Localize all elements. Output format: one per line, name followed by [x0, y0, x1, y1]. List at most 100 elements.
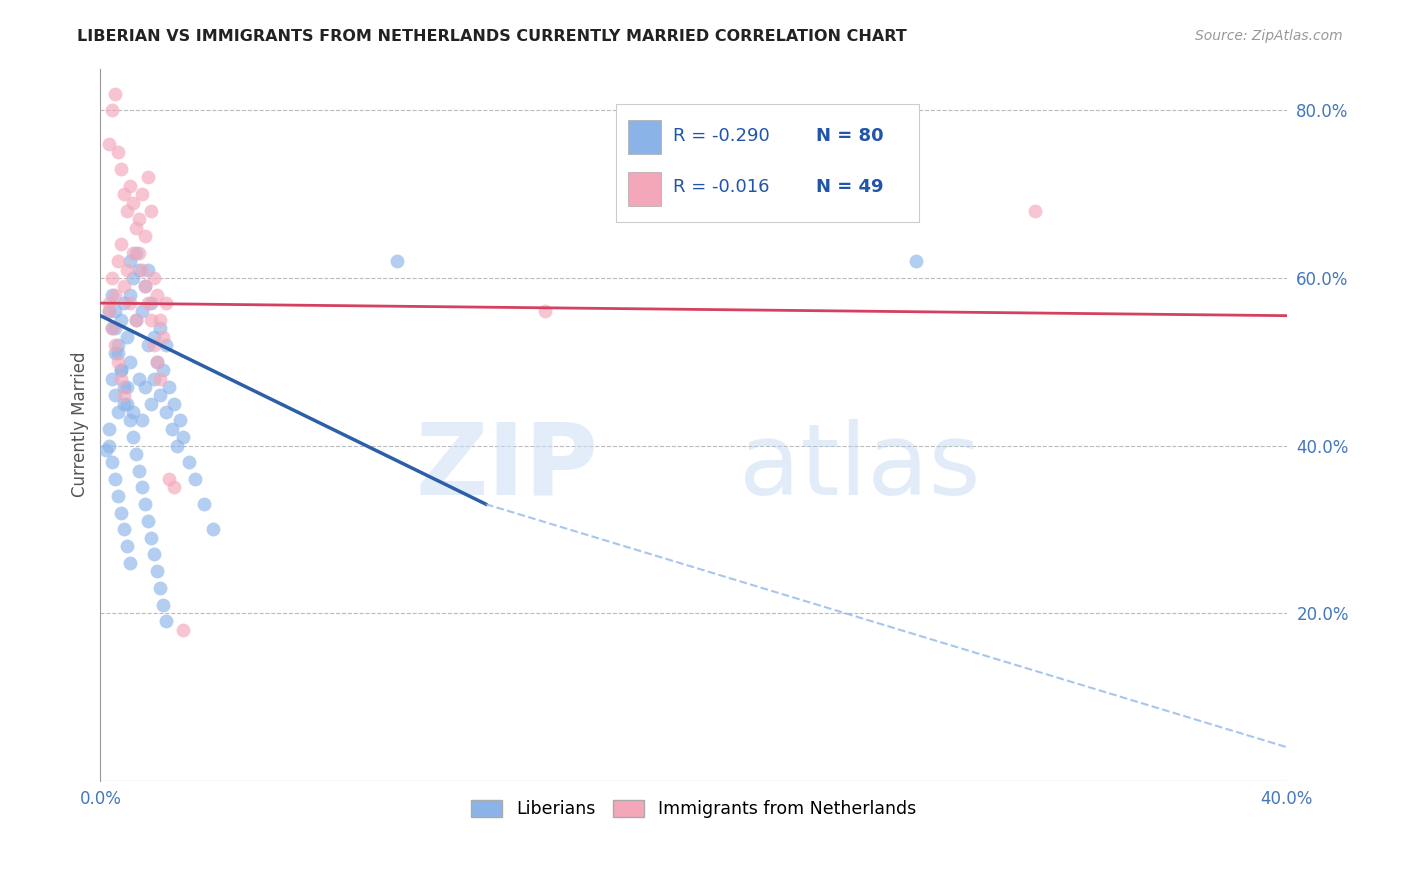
Point — [157, 472, 180, 486]
Point — [136, 514, 159, 528]
Point — [139, 296, 162, 310]
Point — [96, 442, 118, 457]
Point — [149, 581, 172, 595]
Point — [385, 254, 408, 268]
Point — [118, 413, 141, 427]
Point — [118, 556, 141, 570]
Point — [104, 321, 127, 335]
Point — [142, 548, 165, 562]
Point — [110, 363, 132, 377]
Point — [104, 287, 127, 301]
Point — [115, 329, 138, 343]
Point — [101, 455, 124, 469]
Point — [160, 422, 183, 436]
Point — [125, 313, 148, 327]
Point — [904, 254, 927, 268]
Point — [112, 279, 135, 293]
Point — [142, 371, 165, 385]
Point — [118, 178, 141, 193]
Legend: Liberians, Immigrants from Netherlands: Liberians, Immigrants from Netherlands — [464, 793, 924, 825]
Point — [107, 489, 129, 503]
Point — [134, 279, 156, 293]
Point — [152, 329, 174, 343]
Text: R = -0.290: R = -0.290 — [673, 128, 770, 145]
Point — [110, 162, 132, 177]
Point — [145, 355, 167, 369]
FancyBboxPatch shape — [616, 104, 920, 221]
Point — [145, 287, 167, 301]
Point — [125, 220, 148, 235]
Point — [112, 187, 135, 202]
Point — [112, 380, 135, 394]
Point — [169, 413, 191, 427]
Point — [115, 203, 138, 218]
Point — [142, 329, 165, 343]
Point — [136, 296, 159, 310]
Point — [179, 455, 201, 469]
Point — [115, 397, 138, 411]
Point — [110, 371, 132, 385]
Point — [122, 195, 145, 210]
Point — [107, 355, 129, 369]
Point — [104, 472, 127, 486]
Point — [122, 271, 145, 285]
Point — [104, 338, 127, 352]
Point — [128, 245, 150, 260]
Point — [145, 564, 167, 578]
Point — [131, 262, 153, 277]
Point — [101, 287, 124, 301]
Point — [136, 170, 159, 185]
Point — [128, 212, 150, 227]
Point — [136, 338, 159, 352]
Point — [145, 355, 167, 369]
Point — [134, 229, 156, 244]
Text: atlas: atlas — [738, 419, 980, 516]
Point — [104, 388, 127, 402]
Y-axis label: Currently Married: Currently Married — [72, 351, 89, 498]
Point — [134, 380, 156, 394]
Point — [139, 203, 162, 218]
Point — [202, 522, 225, 536]
Point — [118, 296, 141, 310]
Point — [125, 447, 148, 461]
Point — [122, 430, 145, 444]
Point — [115, 539, 138, 553]
Point — [118, 287, 141, 301]
Point — [98, 304, 121, 318]
Point — [107, 338, 129, 352]
Point — [149, 313, 172, 327]
Bar — [628, 172, 661, 206]
Point — [184, 472, 207, 486]
Text: LIBERIAN VS IMMIGRANTS FROM NETHERLANDS CURRENTLY MARRIED CORRELATION CHART: LIBERIAN VS IMMIGRANTS FROM NETHERLANDS … — [77, 29, 907, 44]
Point — [98, 296, 121, 310]
Point — [115, 262, 138, 277]
Point — [112, 296, 135, 310]
Text: ZIP: ZIP — [416, 419, 599, 516]
Point — [149, 388, 172, 402]
Point — [125, 245, 148, 260]
Point — [149, 371, 172, 385]
Point — [98, 438, 121, 452]
Point — [128, 464, 150, 478]
Point — [142, 338, 165, 352]
Point — [98, 136, 121, 151]
Point — [101, 271, 124, 285]
Point — [104, 304, 127, 318]
Point — [118, 254, 141, 268]
Point — [534, 304, 557, 318]
Point — [101, 321, 124, 335]
Point — [98, 422, 121, 436]
Point — [110, 313, 132, 327]
Point — [110, 363, 132, 377]
Point — [112, 388, 135, 402]
Point — [152, 363, 174, 377]
Point — [107, 254, 129, 268]
Point — [152, 598, 174, 612]
Point — [193, 497, 215, 511]
Point — [139, 313, 162, 327]
Bar — [628, 120, 661, 154]
Point — [107, 145, 129, 160]
Point — [131, 304, 153, 318]
Point — [131, 480, 153, 494]
Point — [115, 380, 138, 394]
